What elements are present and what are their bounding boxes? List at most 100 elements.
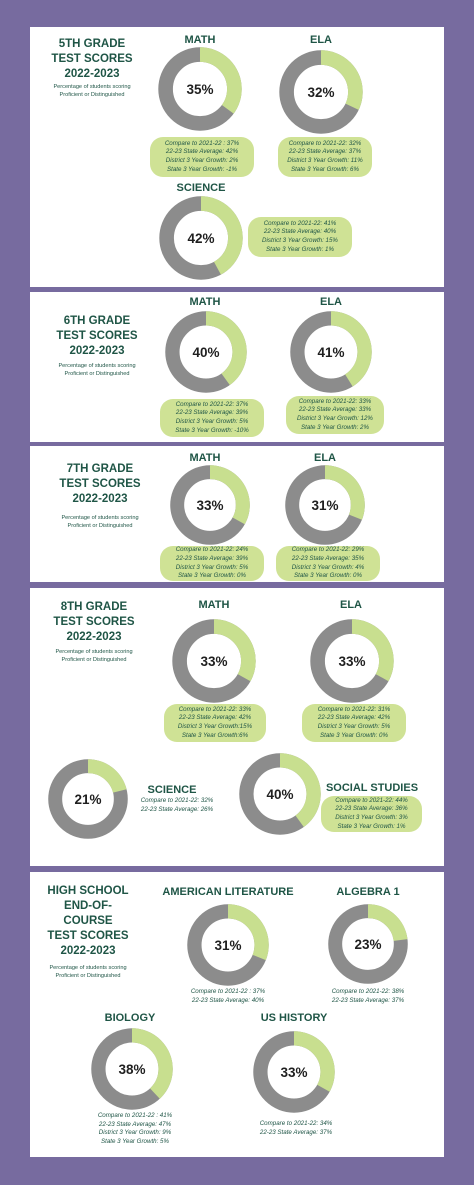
stats-box: Compare to 2021-22: 44% 22-23 State Avera… (321, 796, 422, 832)
stat-line: Compare to 2021-22: 44% (335, 796, 408, 804)
stat-line: District 3 Year Growth: 3% (335, 814, 408, 821)
donut-chart: 42% (158, 195, 244, 281)
subject-name: ELA (314, 452, 336, 464)
grade-title-line: TEST SCORES (47, 930, 129, 942)
donut-value-arc (239, 753, 321, 835)
donut-svg (310, 619, 394, 703)
donut-percent: 33% (196, 497, 224, 513)
stat-line: 22-23 State Average: 35% (291, 554, 365, 562)
donut-value-arc (310, 619, 394, 703)
donut-percent: 41% (317, 344, 345, 360)
stats-box: Compare to 2021-22: 37% 22-23 State Avera… (160, 399, 264, 437)
stat-line: District 3 Year Growth:15% (177, 723, 253, 730)
donut-svg (187, 904, 269, 986)
stat-line: State 3 Year Growth: 0% (294, 572, 362, 580)
grade-title-line: 2022-2023 (60, 945, 116, 957)
stat-line: State 3 Year Growth: 1% (266, 245, 334, 253)
donut-percent: 21% (74, 791, 102, 807)
donut-value-arc (48, 759, 128, 839)
donut-percent: 42% (187, 230, 215, 246)
subject-name: MATH (184, 34, 216, 46)
stats-text: Compare to 2021-22: 32% 22-23 State Avera… (130, 797, 224, 814)
subject-name: ELA (340, 599, 362, 611)
donut-svg (239, 753, 321, 835)
donut-percent: 33% (338, 653, 366, 669)
donut-percent: 40% (266, 786, 294, 802)
stat-line: Compare to 2021-22 : 37% (190, 988, 266, 995)
donut-value-arc (285, 465, 365, 545)
panel-grade-8: 8TH GRADE TEST SCORES 2022-2023 Percenta… (30, 588, 444, 866)
stats-text: Compare to 2021-22 : 41% 22-23 State Aver… (83, 1112, 187, 1146)
stat-line: 22-23 State Average: 42% (165, 148, 239, 156)
grade-title-line: TEST SCORES (56, 330, 138, 342)
stats-box: Compare to 2021-22: 24% 22-23 State Avera… (160, 546, 264, 581)
stat-line: State 3 Year Growth: 0% (178, 572, 246, 580)
stat-line: District 3 Year Growth: 12% (297, 415, 373, 422)
stat-line: State 3 Year Growth: -10% (175, 426, 249, 434)
donut-chart: 40% (238, 752, 322, 836)
grade-title-line: 6TH GRADE (63, 315, 131, 327)
stat-line: 22-23 State Average: 37% (259, 1128, 333, 1136)
grade-title-line: COURSE (63, 915, 113, 927)
stat-line: District 3 Year Growth: 15% (262, 237, 338, 244)
donut-svg (285, 465, 365, 545)
donut-chart: 33% (169, 464, 251, 546)
donut-svg (170, 465, 250, 545)
stat-line: 22-23 State Average: 37% (331, 996, 405, 1004)
grade-title: 7TH GRADE TEST SCORES 2022-2023 (50, 462, 150, 507)
stat-line: 22-23 State Average: 40% (191, 996, 265, 1004)
stats-box: Compare to 2021-22: 29% 22-23 State Avera… (276, 546, 380, 581)
stats-box: Compare to 2021-22: 32% 22-23 State Avera… (278, 137, 372, 177)
donut-value-arc (91, 1028, 173, 1110)
donut-percent: 32% (307, 84, 335, 100)
stats-text: Compare to 2021-22: 38% 22-23 State Avera… (320, 988, 416, 1005)
stats-box: Compare to 2021-22: 33% 22-23 State Avera… (164, 704, 266, 742)
subject-name: ALGEBRA 1 (336, 886, 400, 898)
grade-subtitle: Percentage of students scoring Proficien… (55, 649, 133, 663)
stat-line: District 3 Year Growth: 11% (287, 157, 363, 164)
stats-text: Compare to 2021-22: 34% 22-23 State Avera… (248, 1120, 344, 1137)
donut-chart: 31% (284, 464, 366, 546)
grade-title-line: 2022-2023 (69, 345, 125, 357)
donut-value-arc (165, 311, 247, 393)
donut-svg (253, 1031, 335, 1113)
donut-percent: 38% (118, 1061, 146, 1077)
grade-title-line: TEST SCORES (53, 616, 135, 628)
donut-percent: 31% (214, 937, 242, 953)
panel-grade-7: 7TH GRADE TEST SCORES 2022-2023 Percenta… (30, 446, 444, 582)
stat-line: District 3 Year Growth: 5% (175, 563, 249, 571)
stat-line: Compare to 2021-22: 34% (259, 1120, 333, 1127)
donut-value-arc (279, 50, 363, 134)
subject-name: MATH (198, 599, 230, 611)
donut-svg (328, 904, 408, 984)
subject-name: SCIENCE (176, 182, 226, 194)
stats-box: Compare to 2021-22: 41% 22-23 State Avera… (248, 217, 352, 257)
donut-percent: 23% (354, 936, 382, 952)
panel-high-school: HIGH SCHOOL END-OF- COURSE TEST SCORES 2… (30, 872, 444, 1157)
subject-name: SOCIAL STUDIES (325, 782, 419, 794)
grade-title: HIGH SCHOOL END-OF- COURSE TEST SCORES 2… (38, 884, 138, 959)
stat-line: Compare to 2021-22: 37% (175, 400, 249, 408)
grade-title: 8TH GRADE TEST SCORES 2022-2023 (44, 600, 144, 645)
donut-chart: 32% (278, 49, 364, 135)
stat-line: 22-23 State Average: 26% (140, 805, 214, 813)
stat-line: Compare to 2021-22: 32% (140, 797, 214, 804)
grade-subtitle: Percentage of students scoring Proficien… (58, 363, 136, 377)
stat-line: District 3 Year Growth: 5% (317, 723, 391, 730)
donut-value-arc (170, 465, 250, 545)
stat-line: State 3 Year Growth: 1% (337, 822, 406, 830)
stat-line: 22-23 State Average: 40% (263, 228, 337, 236)
stat-line: District 3 Year Growth: 2% (165, 157, 239, 164)
subject-name: SCIENCE (147, 784, 197, 796)
grade-title: 5TH GRADE TEST SCORES 2022-2023 (42, 37, 142, 82)
stat-line: District 3 Year Growth: 9% (98, 1129, 172, 1137)
grade-title-line: 2022-2023 (72, 493, 128, 505)
grade-title-line: 7TH GRADE (66, 463, 134, 475)
donut-chart: 33% (171, 618, 257, 704)
donut-svg (158, 47, 242, 131)
donut-svg (165, 311, 247, 393)
donut-chart: 38% (90, 1027, 174, 1111)
donut-value-arc (187, 904, 269, 986)
grade-title-line: END-OF- (64, 900, 112, 912)
stat-line: 22-23 State Average: 42% (317, 714, 391, 722)
